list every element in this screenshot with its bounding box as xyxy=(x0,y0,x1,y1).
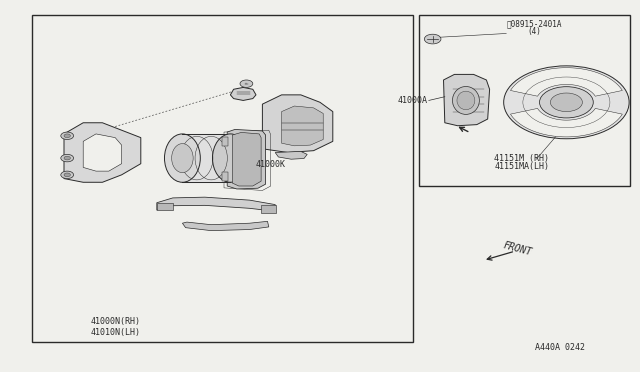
Circle shape xyxy=(64,134,70,138)
Circle shape xyxy=(64,156,70,160)
Circle shape xyxy=(540,87,593,118)
Polygon shape xyxy=(83,134,122,171)
Text: 41151M (RH): 41151M (RH) xyxy=(494,154,549,163)
Circle shape xyxy=(424,34,441,44)
Bar xyxy=(32,15,413,342)
Polygon shape xyxy=(444,74,490,126)
Text: 41000N(RH): 41000N(RH) xyxy=(90,317,140,326)
Ellipse shape xyxy=(212,134,248,182)
Text: 41010N(LH): 41010N(LH) xyxy=(90,328,140,337)
Bar xyxy=(419,15,630,186)
Polygon shape xyxy=(262,95,333,153)
Polygon shape xyxy=(282,106,323,146)
Circle shape xyxy=(61,132,74,140)
Polygon shape xyxy=(227,129,266,189)
Polygon shape xyxy=(232,132,261,186)
Text: 41000A: 41000A xyxy=(397,96,428,105)
Ellipse shape xyxy=(164,134,200,182)
Bar xyxy=(222,172,228,181)
Bar xyxy=(261,205,276,213)
Circle shape xyxy=(61,154,74,162)
Circle shape xyxy=(64,173,70,177)
Circle shape xyxy=(240,80,253,87)
Bar xyxy=(157,203,173,210)
Ellipse shape xyxy=(457,91,475,110)
Polygon shape xyxy=(511,108,622,137)
Polygon shape xyxy=(182,221,269,231)
Text: 41151MA(LH): 41151MA(LH) xyxy=(494,162,549,171)
Circle shape xyxy=(61,171,74,179)
Text: A440A 0242: A440A 0242 xyxy=(535,343,585,352)
Circle shape xyxy=(504,66,629,139)
Circle shape xyxy=(550,93,582,112)
Text: (4): (4) xyxy=(527,27,541,36)
Polygon shape xyxy=(511,68,622,96)
Text: FRONT: FRONT xyxy=(502,241,533,258)
Text: 41000K: 41000K xyxy=(256,160,286,169)
Polygon shape xyxy=(275,151,307,159)
Polygon shape xyxy=(64,123,141,182)
Bar xyxy=(222,137,228,146)
Text: Ⓦ08915-2401A: Ⓦ08915-2401A xyxy=(507,20,562,29)
Polygon shape xyxy=(230,87,256,100)
Polygon shape xyxy=(157,197,275,211)
Ellipse shape xyxy=(172,144,193,173)
Ellipse shape xyxy=(452,87,479,115)
